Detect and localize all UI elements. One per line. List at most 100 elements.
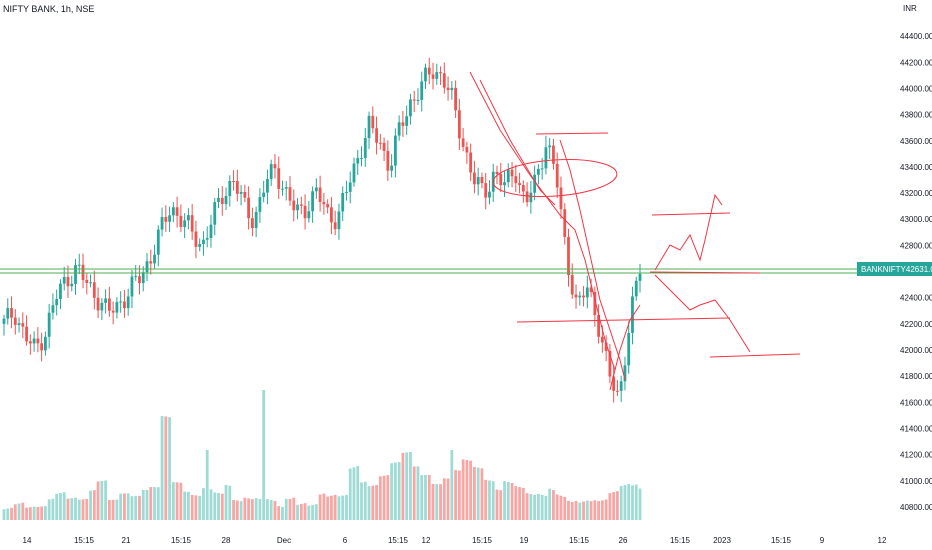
volume-bar — [371, 485, 375, 520]
candle-body — [228, 181, 232, 196]
volume-bar — [540, 494, 544, 520]
candle-body — [457, 110, 461, 139]
volume-bar — [250, 499, 254, 520]
candle-body — [469, 152, 473, 173]
volume-bar — [70, 498, 74, 520]
y-tick-label: 43200.00 — [900, 189, 932, 198]
candle-body — [559, 187, 563, 210]
volume-bar — [220, 493, 224, 520]
volume-bar — [525, 493, 529, 520]
candle-body — [473, 172, 476, 185]
candle-body — [40, 343, 44, 351]
volume-bar — [232, 499, 235, 520]
candle-body — [32, 338, 36, 344]
volume-bar — [145, 490, 149, 520]
volume-bar — [491, 481, 495, 520]
candle-body — [318, 187, 322, 202]
candle-body — [495, 171, 499, 174]
y-tick-label: 41600.00 — [900, 398, 932, 407]
candle-body — [416, 99, 420, 101]
candle-body — [570, 275, 574, 295]
volume-bar — [439, 484, 442, 520]
volume-bar — [552, 490, 555, 520]
volume-bar — [585, 500, 589, 520]
volume-bar — [326, 496, 330, 520]
candle-body — [288, 187, 292, 201]
candle-body — [503, 182, 506, 186]
chart-title: NIFTY BANK, 1h, NSE — [3, 4, 95, 14]
candle-body — [243, 191, 247, 198]
candle-body — [378, 142, 382, 144]
candle-body — [198, 244, 202, 247]
candle-body — [296, 204, 299, 211]
drawing-hline — [649, 271, 761, 274]
candle-body — [89, 282, 92, 284]
volume-bar — [427, 475, 431, 520]
volume-bar — [375, 485, 378, 520]
candle-body — [616, 390, 619, 392]
candle-body — [435, 72, 439, 79]
x-tick-label: 15:15 — [472, 536, 493, 545]
volume-bar — [198, 495, 202, 520]
drawing-ellipse — [492, 159, 618, 197]
candle-body — [51, 305, 55, 313]
volume-bar — [187, 491, 190, 520]
x-tick-label: 15:15 — [74, 536, 95, 545]
volume-bar — [567, 500, 570, 520]
drawing-path-up — [654, 193, 723, 271]
candle-body — [28, 341, 32, 344]
candle-body — [224, 195, 228, 204]
candle-body — [386, 150, 390, 171]
volume-bar — [100, 480, 104, 520]
volume-bar — [43, 506, 47, 520]
candle-body — [450, 87, 454, 91]
volume-bar — [202, 488, 205, 520]
candle-body — [179, 215, 183, 228]
volume-bar — [412, 466, 416, 520]
candle-body — [506, 169, 510, 183]
volume-bar — [424, 475, 427, 520]
candle-body — [205, 238, 209, 240]
candle-body — [138, 276, 141, 284]
candle-body — [262, 192, 266, 198]
price-tag-ticker: BANKNIFTY — [861, 264, 906, 274]
y-tick-label: 43000.00 — [900, 215, 932, 224]
volume-bar — [299, 503, 303, 520]
candle-body — [104, 298, 108, 303]
y-tick-label: 41400.00 — [900, 424, 932, 433]
drawing-hline — [651, 212, 731, 216]
candle-body — [115, 302, 119, 313]
candle-body — [454, 87, 457, 111]
candle-body — [337, 211, 341, 230]
volume-bar — [262, 390, 266, 520]
volume-bar — [548, 488, 552, 520]
candle-body — [43, 336, 47, 351]
volume-bar — [544, 495, 548, 520]
volume-bar — [469, 460, 473, 520]
x-tick-label: 15:15 — [670, 536, 691, 545]
volume-bar — [307, 505, 311, 520]
volume-bar — [51, 498, 55, 520]
volume-bars — [2, 390, 642, 520]
volume-bar — [17, 503, 21, 520]
price-tag-value: 42631.00 — [905, 264, 932, 274]
candle-body — [597, 315, 601, 337]
volume-bar — [292, 497, 296, 520]
volume-bar — [457, 470, 461, 520]
volume-bar — [416, 466, 420, 520]
y-tick-label: 44200.00 — [900, 58, 932, 67]
candle-body — [258, 197, 262, 212]
candle-body — [348, 182, 352, 192]
x-tick-label: 21 — [122, 536, 131, 545]
candle-body — [397, 122, 401, 136]
x-tick-label: 26 — [619, 536, 628, 545]
candle-body — [420, 81, 424, 100]
y-tick-label: 41800.00 — [900, 372, 932, 381]
y-tick-label: 40800.00 — [900, 503, 932, 512]
candle-body — [363, 138, 367, 158]
candle-body — [284, 187, 288, 189]
volume-bar — [59, 492, 62, 520]
x-tick-label: 15:15 — [569, 536, 590, 545]
volume-bar — [25, 507, 28, 520]
